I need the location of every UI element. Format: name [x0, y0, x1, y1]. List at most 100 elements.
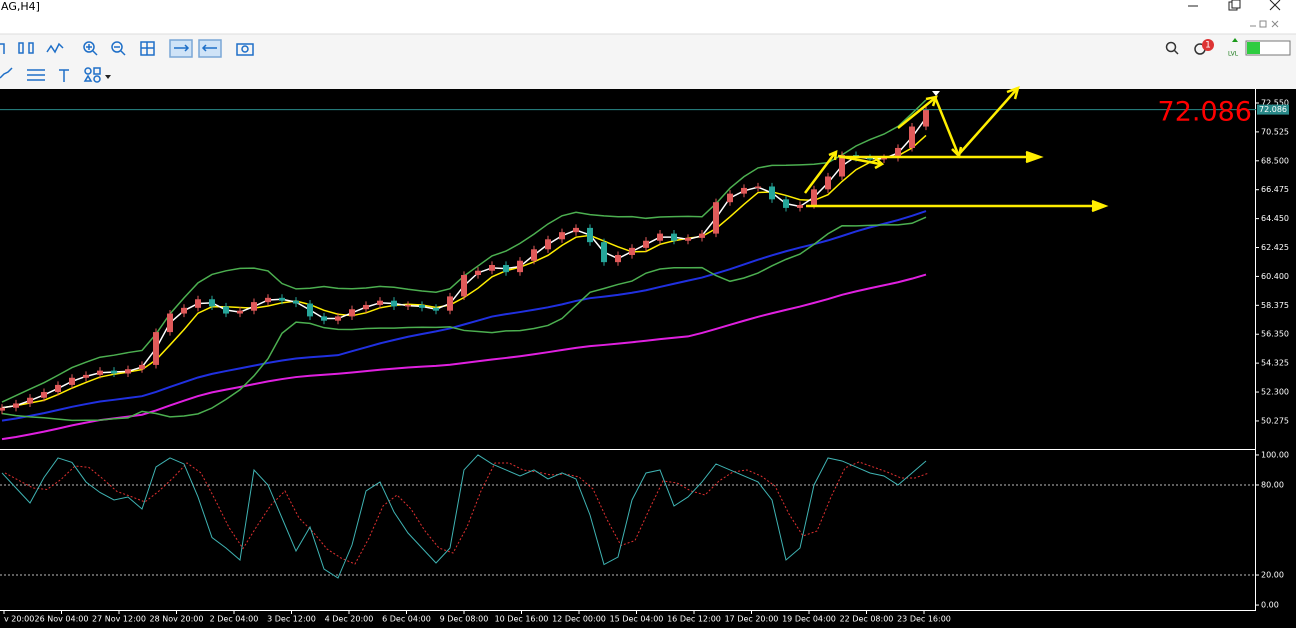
- candle-body: [279, 297, 285, 301]
- candle-body: [181, 307, 187, 314]
- x-tick-label: 23 Dec 16:00: [897, 615, 951, 624]
- candle-body: [867, 157, 873, 160]
- candle-body: [293, 300, 299, 304]
- annotation-arrows: [804, 86, 1109, 213]
- candle-body: [531, 249, 537, 261]
- window-title: AG,H4]: [1, 0, 40, 13]
- x-tick-label: 2 Dec 04:00: [210, 615, 259, 624]
- candle-body: [55, 384, 61, 393]
- mid-ma: [1, 210, 927, 422]
- chart-background: [0, 89, 1296, 628]
- candle-body: [153, 332, 159, 365]
- signal-line: [4, 461, 930, 565]
- candle-body: [657, 233, 663, 241]
- y-tick-label: 52.300: [1261, 388, 1289, 397]
- toolbar: [0, 34, 1296, 89]
- candle-body: [727, 193, 733, 203]
- candle-body: [237, 310, 243, 314]
- candle-body: [125, 369, 131, 374]
- y-tick-label: 64.450: [1261, 214, 1289, 223]
- bollinger-lower: [1, 216, 927, 422]
- candle-body: [321, 316, 327, 321]
- candle-body: [881, 157, 887, 160]
- candle-body: [405, 304, 411, 307]
- candle-body: [643, 240, 649, 248]
- badge-count: 1: [1205, 41, 1211, 51]
- candle-body: [265, 297, 271, 303]
- y-tick-label: 100.00: [1261, 450, 1289, 459]
- x-tick-label: 3 Dec 12:00: [267, 615, 316, 624]
- candle-body: [713, 202, 719, 234]
- candle-body: [307, 303, 313, 317]
- last-price-box: [1257, 104, 1289, 115]
- x-tick-label: 4 Dec 20:00: [325, 615, 374, 624]
- marker: [932, 91, 940, 96]
- candle-body: [13, 403, 19, 408]
- candle-body: [699, 233, 705, 238]
- x-tick-label: 10 Dec 16:00: [495, 615, 549, 624]
- y-tick-label: 58.375: [1261, 301, 1289, 310]
- candle-body: [363, 304, 369, 310]
- candle-body: [335, 316, 341, 321]
- x-tick-label: 9 Dec 08:00: [440, 615, 489, 624]
- y-tick-label: 54.325: [1261, 359, 1289, 368]
- y-tick-label: 72.550: [1261, 98, 1289, 107]
- candle-body: [601, 242, 607, 263]
- candle-body: [377, 300, 383, 305]
- candle-body: [685, 237, 691, 241]
- child-controls[interactable]: [1250, 20, 1279, 28]
- x-tick-label: 19 Dec 04:00: [782, 615, 836, 624]
- y-tick-label: 68.500: [1261, 156, 1289, 165]
- plot: 72.550 70.525 68.500 66.475 64.450 62.425 60.4…: [0, 97, 1289, 624]
- last-price-big: 72.086: [1158, 97, 1252, 128]
- candle-body: [447, 296, 453, 311]
- candle-body: [783, 199, 789, 208]
- candle-body: [69, 377, 75, 385]
- candle-body: [167, 313, 173, 333]
- x-tick-label: 22 Dec 08:00: [840, 615, 894, 624]
- y-tick-label: 62.425: [1261, 243, 1289, 252]
- candle-body: [349, 309, 355, 317]
- candle-body: [41, 392, 47, 398]
- x-tick-label: 15 Dec 04:00: [610, 615, 664, 624]
- x-tick-label: 6 Dec 04:00: [382, 615, 431, 624]
- window-controls[interactable]: [1188, 0, 1281, 11]
- candle-body: [475, 270, 481, 275]
- x-tick-label: v 20:00: [4, 615, 34, 624]
- candle-body: [923, 109, 929, 127]
- x-tick-label: 16 Dec 12:00: [667, 615, 721, 624]
- candle-body: [111, 370, 117, 374]
- candle-body: [825, 176, 831, 190]
- candle-body: [545, 239, 551, 250]
- candle-body: [755, 186, 761, 188]
- y-tick-label: 50.275: [1261, 416, 1289, 425]
- x-tick-label: 28 Nov 20:00: [150, 615, 204, 624]
- notification-badge[interactable]: [1202, 39, 1214, 51]
- candle-body: [195, 299, 201, 308]
- x-tick-label: 12 Dec 00:00: [552, 615, 606, 624]
- x-tick-label: 26 Nov 04:00: [35, 615, 89, 624]
- candle-body: [671, 233, 677, 241]
- candle-body: [573, 227, 579, 233]
- candle-body: [559, 232, 565, 240]
- candle-body: [797, 205, 803, 208]
- candle-body: [97, 370, 103, 375]
- candle-body: [769, 186, 775, 200]
- toolbar-icons[interactable]: [0, 39, 254, 83]
- long-ma: [1, 273, 927, 441]
- lvl-label: LVL: [1228, 51, 1239, 58]
- candle-body: [391, 300, 397, 307]
- candle-body: [27, 397, 33, 404]
- candle-body: [517, 260, 523, 273]
- candle-body: [811, 189, 817, 206]
- candle-body: [503, 265, 509, 273]
- lvl-icon: [1232, 38, 1238, 42]
- signal-fill: [1247, 42, 1260, 54]
- y-tick-label: 70.525: [1261, 127, 1289, 136]
- candle-body: [461, 274, 467, 297]
- title-bar: [0, 0, 1296, 16]
- candle-body: [587, 227, 593, 243]
- y-tick-label: 60.400: [1261, 272, 1289, 281]
